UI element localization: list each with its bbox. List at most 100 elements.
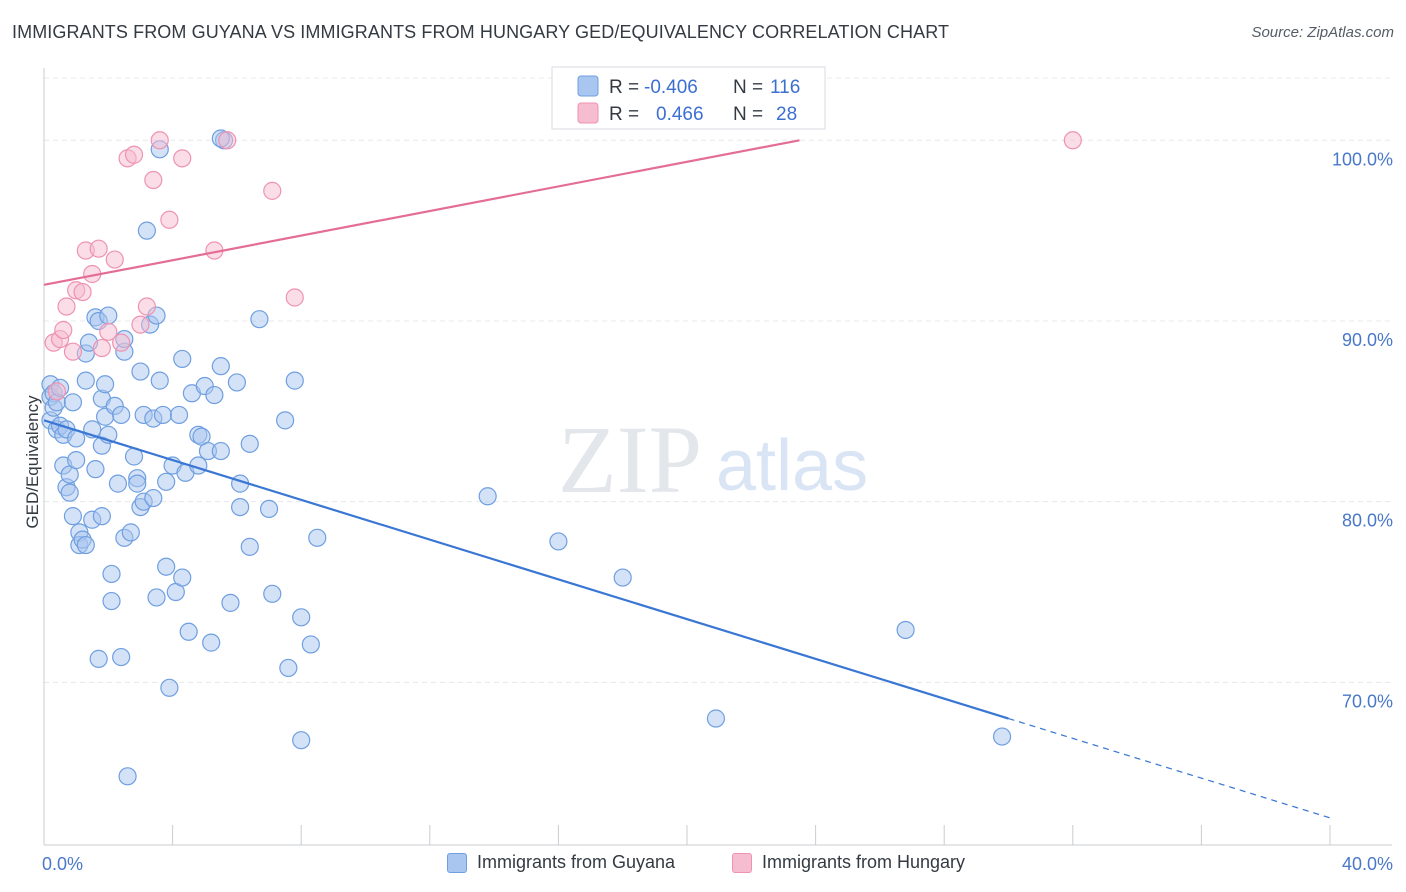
legend-n-value-guyana: 116 [770,77,800,98]
guyana-point [231,497,250,517]
guyana-point [89,649,108,668]
guyana-point [211,441,230,461]
watermark: ZIP atlas [558,406,868,513]
guyana-point [157,472,176,491]
guyana-point [63,507,83,526]
y-axis-label: GED/Equivalency [23,395,42,529]
axes [43,68,1392,846]
guyana-point [205,385,224,405]
legend-n-label-guyana: N = [733,77,763,98]
guyana-point [706,709,726,728]
guyana-point [301,635,320,654]
legend-r-label-guyana: R = [609,77,639,98]
hungary-point [112,333,131,352]
series-hungary-points [44,131,1082,401]
guyana-point [613,568,632,587]
watermark-zip: ZIP [558,406,702,513]
guyana-point [112,405,131,425]
guyana-point [478,487,497,506]
guyana-point [263,584,282,603]
guyana-point [121,523,140,542]
legend-n-label-hungary: N = [733,104,763,125]
guyana-point [128,474,147,493]
guyana-point [173,349,192,369]
guyana-point [240,537,259,556]
bottom-legend-label-guyana: Immigrants from Guyana [477,852,676,872]
guyana-swatch-icon [447,852,467,873]
hungary-point [150,131,169,150]
guyana-point [112,647,131,667]
guyana-point [896,620,915,640]
guyana-point [992,727,1012,746]
guyana-point [211,357,230,376]
guyana-point [150,371,169,390]
trend-line-guyana-extension [1008,717,1331,819]
legend-r-value-guyana: -0.406 [644,77,698,98]
guyana-point [221,593,240,612]
hungary-point [263,181,282,200]
watermark-atlas: atlas [716,426,868,506]
guyana-point [137,221,156,240]
guyana-point [76,535,95,555]
guyana-point [157,557,176,576]
tick-labels: 70.0% 80.0% 90.0% 100.0% 0.0% 40.0% [42,149,1393,874]
guyana-point [160,678,179,697]
guyana-point [92,507,111,526]
guyana-point [308,528,327,547]
legend-r-label-hungary: R = [609,104,639,125]
guyana-point [67,451,86,470]
guyana-point [76,371,95,390]
chart-source: Source: ZipAtlas.com [1251,24,1394,41]
guyana-point [259,499,279,519]
trend-line-guyana [43,419,1009,720]
guyana-point [153,405,173,425]
bottom-legend: Immigrants from Guyana Immigrants from H… [0,852,1406,878]
hungary-point [160,210,179,229]
trend-line-hungary [43,139,800,286]
hungary-point [92,338,111,358]
guyana-point [86,460,105,479]
guyana-point [95,375,115,394]
guyana-point [108,474,128,493]
legend-r-value-hungary: 0.466 [656,104,704,125]
bottom-legend-item-guyana: Immigrants from Guyana [447,852,675,873]
guyana-point [292,608,311,627]
guyana-point [102,564,121,584]
hungary-point [144,170,163,190]
x-tick-label-max: 40.0% [1342,854,1393,874]
guyana-point [202,633,221,652]
guyana-point [60,483,79,502]
hungary-point [63,342,83,361]
guyana-point [63,393,83,412]
hungary-point [47,382,66,401]
hungary-point [218,131,237,150]
hungary-point [73,282,92,302]
guyana-point [118,767,137,786]
bottom-legend-item-hungary: Immigrants from Hungary [732,852,965,873]
guyana-point [250,310,269,329]
guyana-point [285,371,304,390]
trend-lines [43,139,1331,819]
y-tick-label: 90.0% [1342,330,1393,350]
hungary-point [173,149,192,168]
grid-lines [44,77,1392,683]
hungary-point [131,315,150,334]
guyana-point [169,405,189,425]
guyana-point [173,568,192,587]
guyana-point [102,591,121,611]
legend-swatch-guyana [577,75,599,97]
stats-legend: R = -0.406 N = 116 R = 0.466 N = 28 [551,66,826,130]
guyana-point [179,622,198,641]
guyana-point [99,306,118,325]
y-tick-label: 70.0% [1342,691,1393,711]
hungary-point [89,239,108,258]
y-tick-label: 80.0% [1342,511,1393,531]
hungary-point [105,250,124,269]
guyana-point [279,658,298,678]
hungary-point [1063,131,1082,150]
guyana-point [240,434,259,453]
guyana-point [131,362,150,381]
bottom-legend-label-hungary: Immigrants from Hungary [762,852,966,872]
guyana-point [549,532,568,551]
